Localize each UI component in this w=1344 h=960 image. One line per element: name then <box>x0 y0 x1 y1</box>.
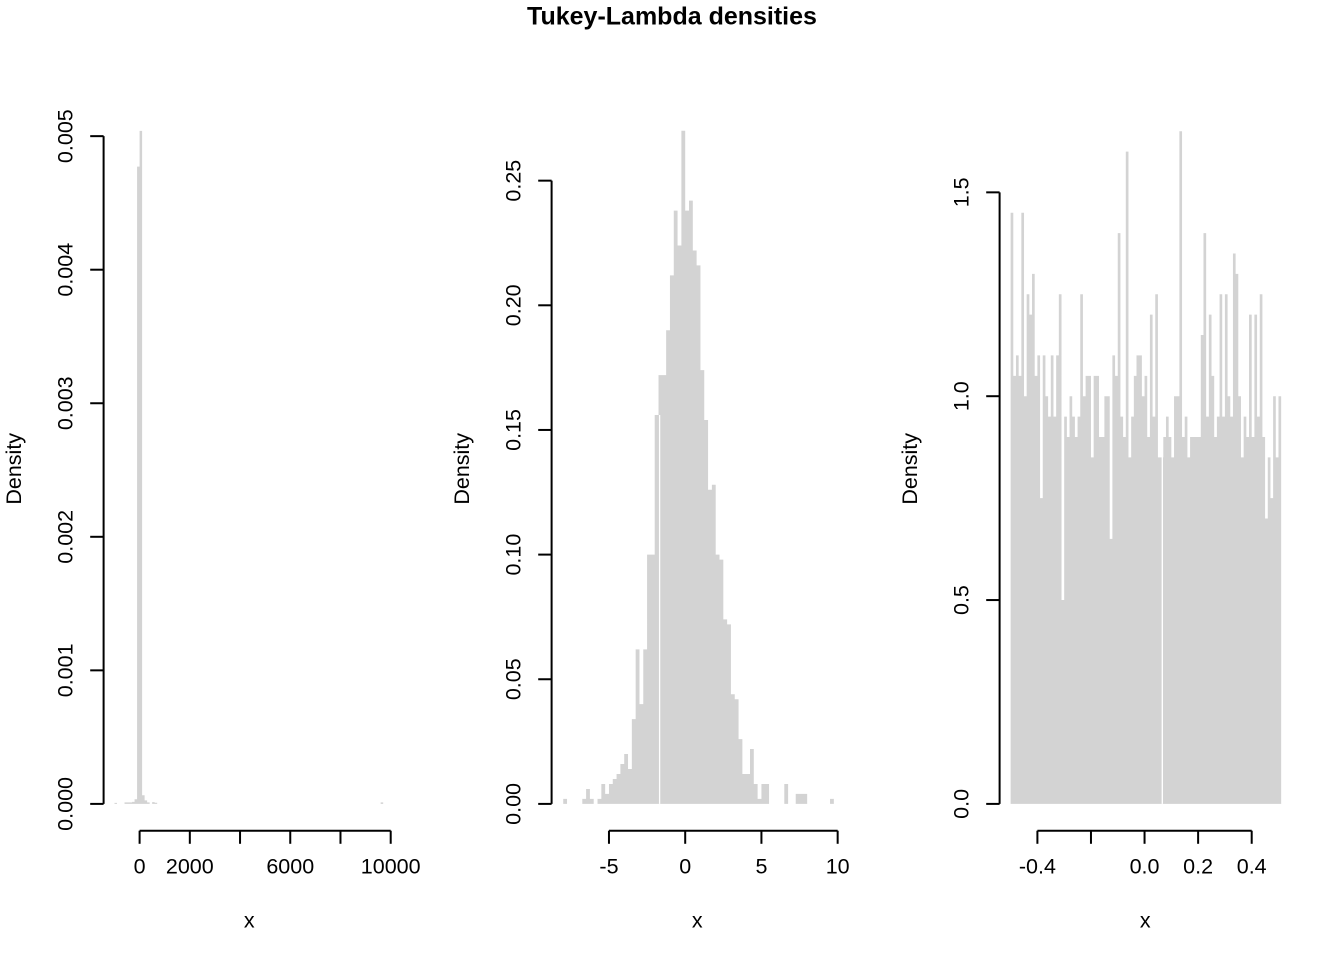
svg-text:0.2: 0.2 <box>1183 855 1213 879</box>
svg-text:Density: Density <box>898 433 922 505</box>
svg-text:0.25: 0.25 <box>502 160 526 202</box>
svg-text:0.05: 0.05 <box>502 658 526 700</box>
svg-text:10000: 10000 <box>361 855 421 879</box>
svg-text:0.001: 0.001 <box>54 643 78 697</box>
svg-text:0.003: 0.003 <box>54 376 78 430</box>
svg-text:10: 10 <box>826 855 850 879</box>
svg-text:0.0: 0.0 <box>1130 855 1160 879</box>
svg-text:0.10: 0.10 <box>502 534 526 576</box>
svg-text:Density: Density <box>2 433 26 505</box>
svg-text:0.00: 0.00 <box>502 783 526 825</box>
svg-text:0.004: 0.004 <box>54 243 78 297</box>
svg-text:x: x <box>692 908 703 932</box>
svg-text:0.4: 0.4 <box>1237 855 1267 879</box>
svg-text:2000: 2000 <box>166 855 214 879</box>
svg-text:6000: 6000 <box>266 855 314 879</box>
svg-text:-5: -5 <box>599 855 618 879</box>
svg-text:x: x <box>1140 908 1151 932</box>
svg-text:Density: Density <box>450 433 474 505</box>
svg-text:0.005: 0.005 <box>54 109 78 163</box>
svg-text:1.5: 1.5 <box>950 177 974 207</box>
svg-text:0.20: 0.20 <box>502 284 526 326</box>
svg-text:-0.4: -0.4 <box>1019 855 1056 879</box>
svg-text:0.0: 0.0 <box>950 789 974 819</box>
svg-text:0.15: 0.15 <box>502 409 526 451</box>
svg-text:1.0: 1.0 <box>950 381 974 411</box>
svg-text:0: 0 <box>679 855 691 879</box>
svg-text:0.000: 0.000 <box>54 777 78 831</box>
svg-text:x: x <box>244 908 255 932</box>
svg-text:5: 5 <box>755 855 767 879</box>
svg-text:Tukey-Lambda densities: Tukey-Lambda densities <box>527 3 817 31</box>
svg-text:0.5: 0.5 <box>950 585 974 615</box>
svg-text:0: 0 <box>134 855 146 879</box>
svg-text:0.002: 0.002 <box>54 510 78 564</box>
